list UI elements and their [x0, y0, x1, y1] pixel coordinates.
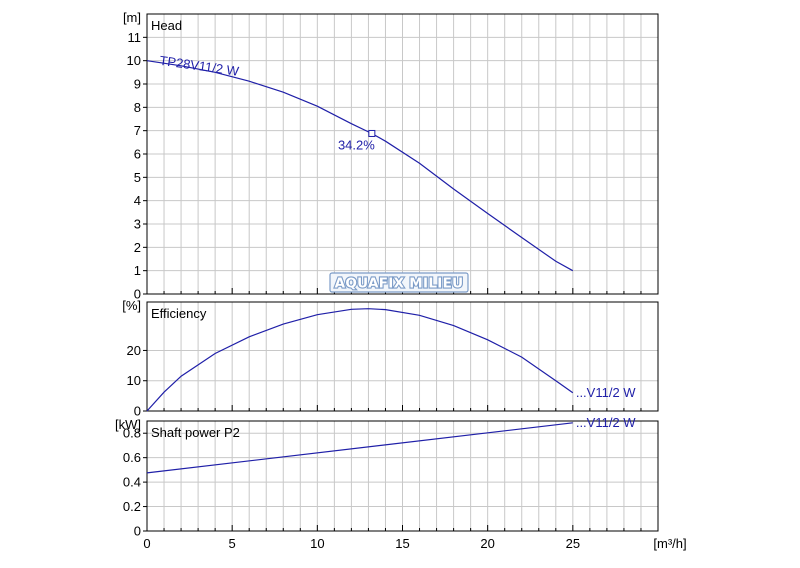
- shaft-power-panel-title: Shaft power P2: [151, 425, 240, 440]
- series-label: ...V11/2 W: [576, 385, 636, 400]
- series-label: TP28V11/2 W: [159, 53, 241, 79]
- shaft-power-panel: 0 0.2 0.4 0.6 0.8 [kW] Shaft power P2 ...V11…: [115, 415, 687, 551]
- y-tick-label: 3: [134, 217, 141, 232]
- x-tick-label: 10: [310, 536, 324, 551]
- y-tick-label: 0: [134, 524, 141, 539]
- x-tick-label: 20: [480, 536, 494, 551]
- head-series: TP28V11/2 W 34.2%: [146, 53, 574, 272]
- watermark-text: AQUAFIX MILIEU: [335, 276, 464, 292]
- shaft-power-frame: [146, 420, 659, 532]
- y-tick-label: 7: [134, 123, 141, 138]
- head-frame: [146, 13, 659, 295]
- y-tick-label: 0.4: [123, 475, 141, 490]
- y-tick-label: 10: [127, 373, 141, 388]
- operating-point-marker: [368, 129, 376, 137]
- y-tick-label: 10: [127, 53, 141, 68]
- shaft-power-grid: [147, 421, 658, 531]
- y-tick-label: 5: [134, 170, 141, 185]
- series-line: [146, 60, 574, 272]
- series-line: [146, 422, 573, 474]
- y-tick-label: 6: [134, 147, 141, 162]
- head-ticks: 0 1 2 3 4 5 6 7 8 9 10 11: [127, 30, 659, 302]
- x-tick-label: 25: [566, 536, 580, 551]
- efficiency-series: ...V11/2 W: [146, 308, 636, 412]
- x-tick-label: 0: [143, 536, 150, 551]
- efficiency-y-axis-label: [%]: [122, 298, 141, 313]
- efficiency-ticks: 0 10 20: [127, 343, 659, 419]
- y-tick-label: 0: [134, 404, 141, 419]
- y-tick-label: 0.6: [123, 450, 141, 465]
- series-line: [146, 308, 574, 412]
- y-tick-label: 2: [134, 240, 141, 255]
- y-tick-label: 0: [134, 287, 141, 302]
- watermark-box: [329, 272, 469, 293]
- head-panel: 0 1 2 3 4 5 6 7 8 9 10 11 [m] Head AQUAFIX MILIEU T…: [123, 10, 659, 302]
- x-tick-label: 15: [395, 536, 409, 551]
- head-panel-title: Head: [151, 18, 182, 33]
- y-tick-label: 9: [134, 77, 141, 92]
- efficiency-frame: [146, 301, 659, 412]
- y-tick-label: 0.8: [123, 426, 141, 441]
- y-tick-label: 11: [128, 30, 142, 45]
- y-tick-label: 8: [134, 100, 141, 115]
- y-tick-label: 20: [127, 343, 141, 358]
- y-tick-label: 4: [134, 193, 141, 208]
- head-y-axis-label: [m]: [123, 10, 141, 25]
- y-tick-label: 0.2: [123, 499, 141, 514]
- y-tick-label: 1: [134, 263, 141, 278]
- watermark-logo: AQUAFIX MILIEU: [329, 272, 469, 293]
- x-axis-label: [m³/h]: [653, 536, 686, 551]
- head-grid: [147, 14, 658, 294]
- efficiency-panel-title: Efficiency: [151, 306, 207, 321]
- x-tick-label: 5: [229, 536, 236, 551]
- x-axis-ticks: 0 5 10 15 20 25: [143, 536, 580, 551]
- efficiency-panel: 0 10 20 [%] Efficiency ...V11/2 W: [122, 298, 659, 419]
- series-label: ...V11/2 W: [576, 415, 636, 430]
- shaft-power-y-axis-label: [kW]: [115, 417, 141, 432]
- operating-point-label: 34.2%: [338, 137, 375, 152]
- shaft-power-series: ...V11/2 W: [146, 415, 636, 474]
